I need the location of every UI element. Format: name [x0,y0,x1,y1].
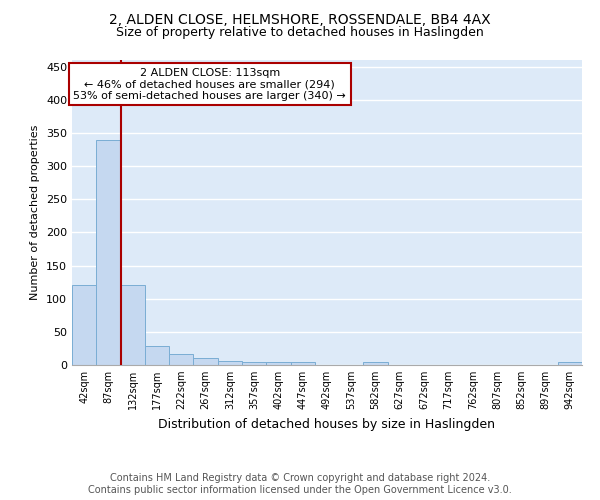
X-axis label: Distribution of detached houses by size in Haslingden: Distribution of detached houses by size … [158,418,496,430]
Bar [218,361,242,365]
Text: 2, ALDEN CLOSE, HELMSHORE, ROSSENDALE, BB4 4AX: 2, ALDEN CLOSE, HELMSHORE, ROSSENDALE, B… [109,12,491,26]
Bar [72,286,96,365]
Bar [145,346,169,365]
Text: Size of property relative to detached houses in Haslingden: Size of property relative to detached ho… [116,26,484,39]
Bar [242,362,266,365]
Bar [290,362,315,365]
Bar [558,362,582,365]
Bar [96,140,121,365]
Y-axis label: Number of detached properties: Number of detached properties [31,125,40,300]
Text: Contains HM Land Registry data © Crown copyright and database right 2024.
Contai: Contains HM Land Registry data © Crown c… [88,474,512,495]
Text: 2 ALDEN CLOSE: 113sqm
← 46% of detached houses are smaller (294)
53% of semi-det: 2 ALDEN CLOSE: 113sqm ← 46% of detached … [73,68,346,101]
Bar [121,286,145,365]
Bar [266,362,290,365]
Bar [364,362,388,365]
Bar [169,354,193,365]
Bar [193,358,218,365]
